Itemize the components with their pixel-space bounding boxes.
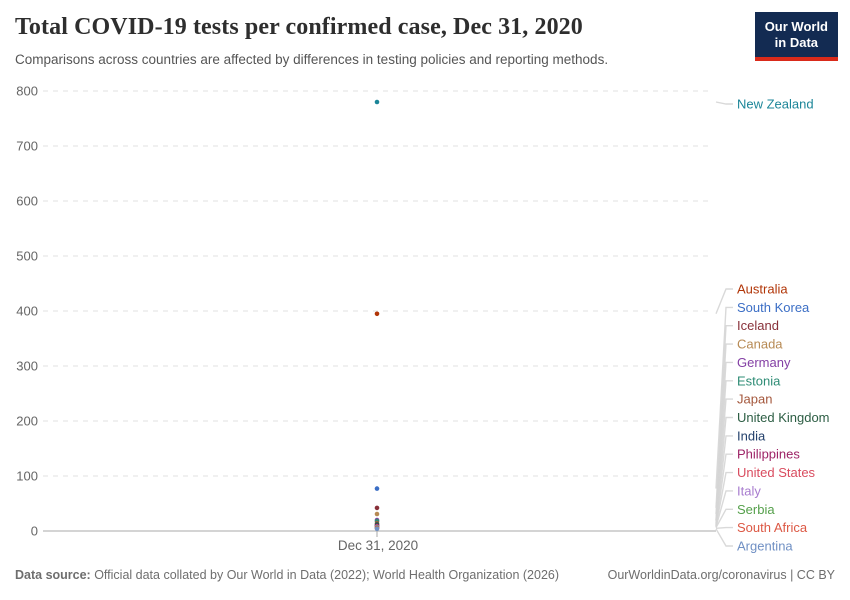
label-connector-line [715,416,733,525]
y-tick-label: 100 [16,469,38,484]
entity-label-united-kingdom[interactable]: United Kingdom [737,410,830,425]
label-connector-line [715,101,733,105]
entity-label-philippines[interactable]: Philippines [737,447,800,462]
entity-label-germany[interactable]: Germany [737,355,791,370]
data-point-iceland[interactable] [374,505,380,511]
chart-subtitle: Comparisons across countries are affecte… [15,52,609,67]
label-connector-line [715,435,733,526]
data-point-canada[interactable] [374,511,380,517]
y-tick-label: 200 [16,414,38,429]
label-connector-line [715,508,733,529]
entity-label-italy[interactable]: Italy [737,483,761,498]
entity-label-iceland[interactable]: Iceland [737,318,779,333]
chart-title: Total COVID-19 tests per confirmed case,… [15,14,583,40]
entity-label-japan[interactable]: Japan [737,392,772,407]
entity-label-serbia[interactable]: Serbia [737,502,775,517]
entity-label-south-korea[interactable]: South Korea [737,300,810,315]
label-connector-line [715,471,733,527]
label-connector-line [715,528,733,547]
y-tick-label: 300 [16,359,38,374]
y-tick-label: 700 [16,139,38,154]
y-tick-label: 600 [16,194,38,209]
owid-logo[interactable]: Our World in Data [754,12,838,61]
entity-label-new-zealand[interactable]: New Zealand [737,97,814,112]
label-connector-line [715,453,733,527]
entity-label-united-states[interactable]: United States [737,465,816,480]
data-point-south-korea[interactable] [374,486,380,491]
label-connector-line [715,490,733,528]
entity-label-india[interactable]: India [737,428,766,443]
label-connector-line [715,288,733,315]
chart-footer: Data source: Official data collated by O… [15,568,835,582]
label-connector-line [715,306,733,489]
data-point-argentina[interactable] [374,526,380,532]
owid-link[interactable]: OurWorldinData.org/coronavirus | CC BY [607,568,835,582]
data-source-label: Data source: [15,568,91,582]
label-connector-line [715,526,733,529]
data-source-note: Data source: Official data collated by O… [15,568,559,582]
entity-label-australia[interactable]: Australia [737,282,788,297]
entity-label-canada[interactable]: Canada [737,337,783,352]
x-tick-label: Dec 31, 2020 [338,538,418,553]
owid-logo-line2: in Data [774,35,819,51]
y-tick-label: 0 [31,524,38,539]
data-source-text: Official data collated by Our World in D… [90,568,560,582]
entity-label-argentina[interactable]: Argentina [737,539,793,554]
y-tick-label: 500 [16,249,38,264]
data-point-new-zealand[interactable] [374,99,380,105]
data-point-australia[interactable] [374,311,380,317]
entity-label-estonia[interactable]: Estonia [737,373,781,388]
owid-logo-line1: Our World [764,19,828,34]
y-tick-label: 400 [16,304,38,319]
y-tick-label: 800 [16,84,38,99]
entity-label-south-africa[interactable]: South Africa [737,520,808,535]
